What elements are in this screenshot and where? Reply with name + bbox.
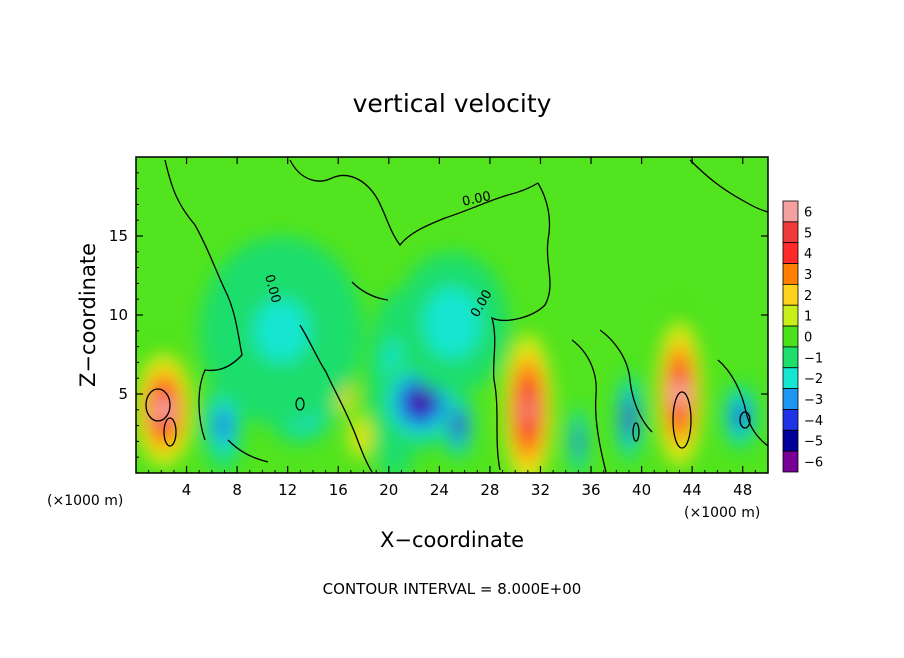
zero-contour xyxy=(599,329,653,433)
x-tick-label: 48 xyxy=(733,481,752,499)
velocity-cell xyxy=(202,378,244,473)
x-tick-label: 24 xyxy=(430,481,449,499)
max-contour xyxy=(295,397,305,411)
y-axis-title: Z−coordinate xyxy=(76,243,100,387)
x-unit-label-right: (×1000 m) xyxy=(684,505,760,521)
zero-contour xyxy=(689,159,768,213)
colorbar-label: 4 xyxy=(804,247,812,262)
velocity-cell xyxy=(500,322,556,473)
x-tick-label: 44 xyxy=(683,481,702,499)
x-tick-label: 32 xyxy=(531,481,550,499)
colorbar-swatch xyxy=(782,450,799,473)
x-axis: 4 8 12 16 20 24 28 32 36 40 44 48 xyxy=(148,157,756,499)
colorbar: 6 5 4 3 2 1 0 −1 −2 −3 −4 −5 −6 xyxy=(782,200,823,473)
colorbar-label: −2 xyxy=(804,372,823,387)
velocity-cell xyxy=(443,390,474,461)
colorbar-swatch xyxy=(782,367,799,390)
x-unit-label-left: (×1000 m) xyxy=(47,493,123,509)
zero-contour xyxy=(571,339,607,473)
colorbar-swatch xyxy=(782,283,799,306)
colorbar-swatch xyxy=(782,200,799,223)
zero-contour xyxy=(299,324,373,473)
colorbar-label: 0 xyxy=(804,331,812,346)
colorbar-label: 6 xyxy=(804,205,812,220)
max-contour xyxy=(632,422,640,442)
max-contour xyxy=(163,417,177,447)
colorbar-label: −4 xyxy=(804,414,823,429)
velocity-cell xyxy=(395,251,509,394)
y-axis: 5 10 15 xyxy=(109,172,768,458)
contour-interval-note: CONTOUR INTERVAL = 8.000E+00 xyxy=(323,580,582,598)
velocity-cell xyxy=(651,299,708,473)
x-axis-title: X−coordinate xyxy=(380,528,524,552)
x-tick-label: 28 xyxy=(480,481,499,499)
contour-label: 0.00 xyxy=(261,273,283,305)
max-contour xyxy=(739,411,751,429)
colorbar-swatch xyxy=(782,221,799,244)
colorbar-swatch xyxy=(782,409,799,431)
zero-contour xyxy=(164,159,243,441)
zero-contour xyxy=(351,281,389,301)
colorbar-swatch xyxy=(782,304,799,327)
y-tick-label: 15 xyxy=(109,227,128,245)
velocity-cell xyxy=(344,405,378,469)
velocity-cell xyxy=(136,337,200,473)
y-tick-label: 10 xyxy=(109,306,128,324)
colorbar-label: −3 xyxy=(804,393,823,408)
max-contour xyxy=(145,388,171,422)
colorbar-swatch xyxy=(782,325,799,348)
colorbar-label: −6 xyxy=(804,456,823,471)
x-tick-label: 20 xyxy=(379,481,398,499)
max-contour xyxy=(672,391,692,449)
velocity-cell xyxy=(569,403,588,473)
zero-contour xyxy=(227,439,269,463)
zero-contour xyxy=(491,182,551,471)
colorbar-swatch xyxy=(782,263,799,285)
x-tick-label: 16 xyxy=(329,481,348,499)
zero-contour xyxy=(289,159,539,247)
plot-area: 0.00 0.000.00 xyxy=(135,156,769,474)
chart-title: vertical velocity xyxy=(353,89,552,118)
x-tick-label: 36 xyxy=(581,481,600,499)
x-tick-label: 4 xyxy=(182,481,192,499)
colorbar-label: −1 xyxy=(804,351,823,366)
colorbar-swatch xyxy=(782,346,799,369)
contour-label: 0.00 xyxy=(461,189,492,210)
colorbar-label: 2 xyxy=(804,289,812,304)
x-tick-label: 40 xyxy=(632,481,651,499)
x-tick-label: 8 xyxy=(232,481,242,499)
colorbar-label: −5 xyxy=(804,435,823,450)
colorbar-label: 5 xyxy=(804,226,812,241)
colorbar-label: 1 xyxy=(804,310,812,325)
colorbar-label: 3 xyxy=(804,268,812,283)
colorbar-swatch xyxy=(782,242,799,264)
velocity-cell xyxy=(199,235,364,426)
x-tick-label: 12 xyxy=(278,481,297,499)
velocity-cell xyxy=(616,370,642,466)
colorbar-swatch xyxy=(782,429,799,452)
colorbar-swatch xyxy=(782,388,799,410)
y-tick-label: 5 xyxy=(118,385,128,403)
